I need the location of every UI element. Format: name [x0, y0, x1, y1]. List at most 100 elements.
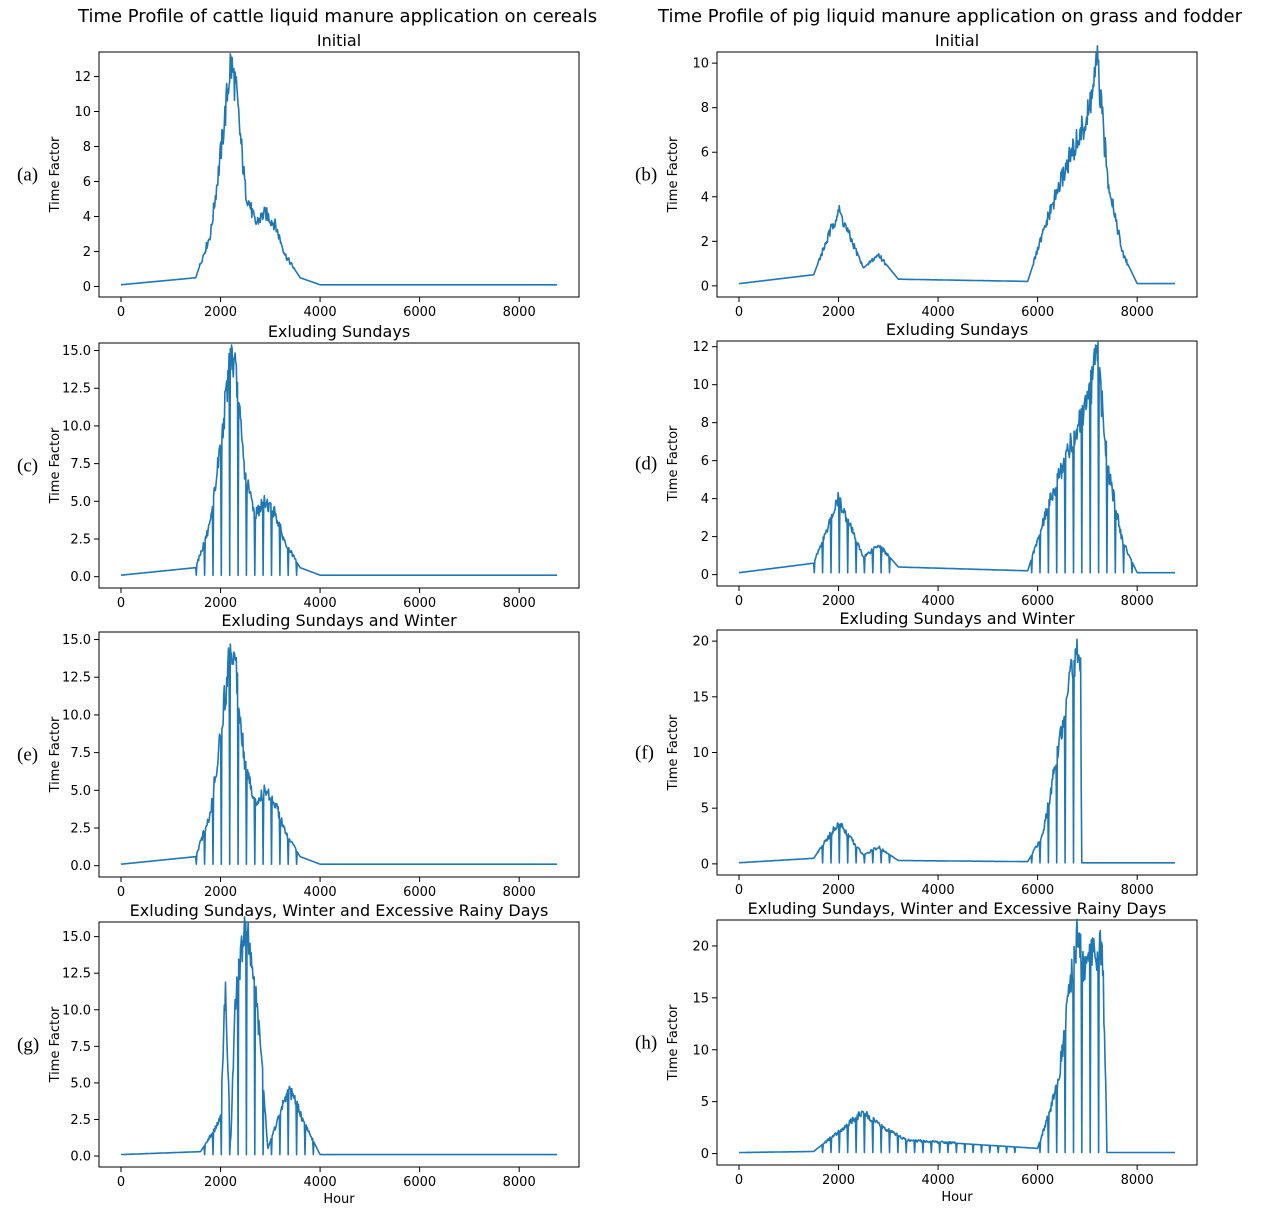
- y-tick-label: 6: [83, 175, 91, 190]
- y-tick-label: 2: [701, 235, 709, 250]
- y-axis-label: Time Factor: [48, 427, 63, 504]
- y-tick-label: 15: [692, 690, 709, 705]
- y-axis-label: Time Factor: [666, 136, 681, 213]
- y-tick-label: 0: [83, 280, 91, 295]
- plot-frame: [98, 921, 580, 1168]
- chart-panel-h: Exluding Sundays, Winter and Excessive R…: [635, 899, 1198, 1205]
- x-tick-label: 8000: [503, 885, 536, 900]
- panel-label: (g): [17, 1035, 39, 1056]
- series-line: [120, 53, 558, 286]
- y-axis-label: Time Factor: [666, 425, 681, 502]
- y-tick-label: 0.0: [70, 570, 91, 585]
- y-tick-label: 4: [701, 492, 709, 507]
- y-tick-label: 5.0: [70, 495, 91, 510]
- y-tick-label: 2.5: [70, 1113, 91, 1128]
- y-axis-label: Time Factor: [48, 1006, 63, 1083]
- x-axis-label: Hour: [323, 1192, 355, 1207]
- x-tick-label: 0: [117, 596, 125, 611]
- y-tick-label: 7.5: [70, 1040, 91, 1055]
- x-tick-label: 4000: [304, 596, 337, 611]
- x-tick-label: 0: [117, 885, 125, 900]
- y-tick-label: 10: [692, 57, 709, 72]
- y-tick-label: 0: [701, 1147, 709, 1162]
- y-tick-label: 2.5: [70, 822, 91, 837]
- y-tick-label: 20: [692, 939, 709, 954]
- y-tick-label: 10.0: [62, 419, 91, 434]
- y-tick-label: 0: [701, 568, 709, 583]
- panel-title: Initial: [317, 31, 361, 50]
- x-tick-label: 4000: [922, 594, 955, 609]
- y-tick-label: 8: [701, 416, 709, 431]
- y-tick-label: 4: [701, 190, 709, 205]
- y-tick-label: 12: [74, 70, 91, 85]
- x-tick-label: 6000: [403, 1175, 436, 1190]
- y-tick-label: 2: [83, 245, 91, 260]
- y-tick-label: 6: [701, 454, 709, 469]
- y-tick-label: 10.0: [62, 1003, 91, 1018]
- x-tick-label: 6000: [403, 305, 436, 320]
- y-axis-label: Time Factor: [666, 1004, 681, 1081]
- plot-frame: [716, 919, 1198, 1166]
- x-tick-label: 2000: [204, 305, 237, 320]
- x-tick-label: 8000: [1121, 305, 1154, 320]
- panel-title: Exluding Sundays and Winter: [839, 609, 1075, 628]
- x-tick-label: 8000: [503, 305, 536, 320]
- y-tick-label: 6: [701, 146, 709, 161]
- y-tick-label: 10: [692, 1043, 709, 1058]
- y-tick-label: 5.0: [70, 1076, 91, 1091]
- panel-title: Exluding Sundays: [268, 322, 410, 341]
- series-line: [738, 339, 1176, 574]
- left-column-title: Time Profile of cattle liquid manure app…: [78, 6, 598, 27]
- panel-label: (a): [17, 165, 38, 186]
- y-tick-label: 12.5: [62, 671, 91, 686]
- panel-title: Exluding Sundays and Winter: [221, 611, 457, 630]
- x-tick-label: 2000: [822, 1173, 855, 1188]
- y-tick-label: 12: [692, 340, 709, 355]
- y-tick-label: 5.0: [70, 784, 91, 799]
- series-line: [120, 916, 558, 1156]
- panel-title: Exluding Sundays, Winter and Excessive R…: [130, 901, 549, 920]
- y-tick-label: 15: [692, 991, 709, 1006]
- panel-label: (h): [635, 1033, 657, 1054]
- x-tick-label: 4000: [922, 1173, 955, 1188]
- series-line: [738, 45, 1176, 285]
- panel-title: Exluding Sundays: [886, 320, 1028, 339]
- x-tick-label: 4000: [304, 1175, 337, 1190]
- plot-frame: [98, 51, 580, 298]
- y-tick-label: 15.0: [62, 633, 91, 648]
- x-tick-label: 2000: [822, 594, 855, 609]
- chart-panel-e: Exluding Sundays and Winter 0 2000 4000 6000…: [17, 611, 580, 900]
- right-column-title: Time Profile of pig liquid manure applic…: [658, 6, 1243, 27]
- y-tick-label: 15.0: [62, 344, 91, 359]
- y-tick-label: 7.5: [70, 457, 91, 472]
- x-tick-label: 0: [735, 883, 743, 898]
- x-tick-label: 0: [735, 305, 743, 320]
- y-tick-label: 12.5: [62, 967, 91, 982]
- x-tick-label: 8000: [1121, 1173, 1154, 1188]
- y-tick-label: 0: [701, 857, 709, 872]
- y-tick-label: 8: [83, 140, 91, 155]
- x-tick-label: 2000: [204, 1175, 237, 1190]
- x-tick-label: 8000: [1121, 883, 1154, 898]
- x-tick-label: 6000: [403, 885, 436, 900]
- y-tick-label: 15.0: [62, 930, 91, 945]
- y-axis-label: Time Factor: [666, 714, 681, 791]
- y-tick-label: 8: [701, 101, 709, 116]
- chart-panel-f: Exluding Sundays and Winter 0 2000 4000 6000…: [635, 609, 1198, 898]
- y-tick-label: 12.5: [62, 382, 91, 397]
- plot-frame: [716, 629, 1198, 876]
- plot-frame: [98, 631, 580, 878]
- panel-label: (d): [635, 454, 657, 475]
- y-tick-label: 10: [74, 105, 91, 120]
- x-tick-label: 8000: [503, 596, 536, 611]
- x-axis-label: Hour: [941, 1190, 973, 1205]
- x-tick-label: 2000: [204, 885, 237, 900]
- series-line: [120, 344, 558, 576]
- y-tick-label: 5: [701, 802, 709, 817]
- panel-label: (b): [635, 165, 657, 186]
- y-tick-label: 5: [701, 1095, 709, 1110]
- y-tick-label: 7.5: [70, 746, 91, 761]
- chart-panel-a: Initial 0 2000 4000 6000 8000 0 2 4 6 8 10 12 Time Fa…: [17, 31, 580, 320]
- x-tick-label: 6000: [403, 596, 436, 611]
